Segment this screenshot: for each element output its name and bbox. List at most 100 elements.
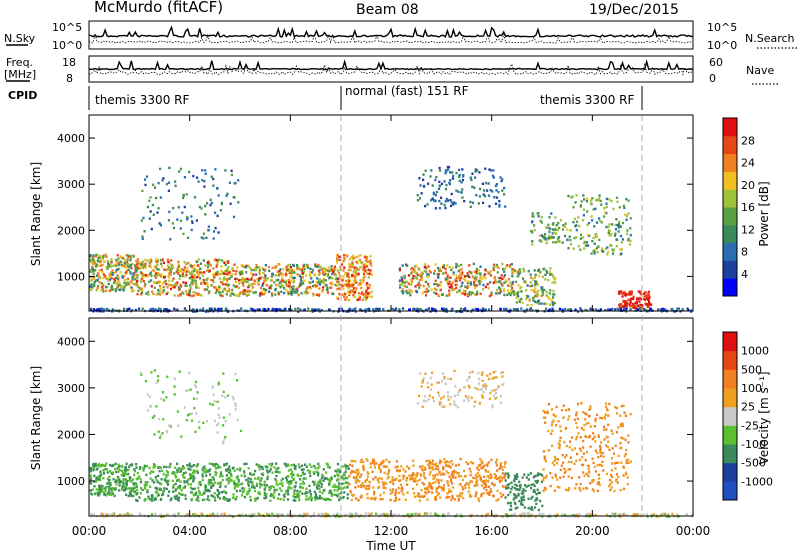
range-cell bbox=[141, 290, 144, 293]
range-cell bbox=[633, 302, 636, 305]
range-cell bbox=[283, 287, 286, 290]
range-cell bbox=[389, 488, 392, 492]
range-cell bbox=[192, 513, 195, 516]
range-cell bbox=[418, 286, 421, 289]
range-cell bbox=[468, 291, 471, 294]
range-cell bbox=[179, 480, 182, 483]
range-cell bbox=[199, 483, 202, 487]
range-cell bbox=[162, 261, 165, 265]
range-cell bbox=[459, 307, 463, 310]
range-cell bbox=[458, 279, 462, 282]
range-cell bbox=[432, 474, 435, 477]
range-cell bbox=[548, 270, 551, 274]
range-cell bbox=[366, 282, 369, 285]
range-cell bbox=[224, 463, 227, 467]
range-cell bbox=[99, 488, 102, 492]
range-cell bbox=[515, 473, 518, 476]
range-cell bbox=[146, 274, 149, 278]
range-cell bbox=[168, 210, 171, 214]
range-cell bbox=[109, 482, 112, 485]
range-cell bbox=[214, 473, 217, 476]
range-cell bbox=[94, 269, 97, 272]
range-cell bbox=[504, 308, 507, 311]
range-cell bbox=[322, 489, 325, 492]
range-cell bbox=[342, 269, 345, 272]
range-cell bbox=[601, 451, 604, 455]
range-cell bbox=[482, 309, 485, 312]
range-cell bbox=[187, 467, 190, 471]
range-cell bbox=[542, 468, 545, 471]
nave-label: Nave bbox=[746, 64, 774, 77]
range-cell bbox=[631, 302, 634, 306]
range-cell bbox=[615, 479, 618, 482]
range-cell bbox=[589, 407, 592, 410]
range-cell bbox=[466, 280, 469, 283]
range-cell bbox=[278, 270, 281, 273]
range-cell bbox=[348, 483, 351, 486]
range-cell bbox=[219, 485, 222, 489]
range-cell bbox=[212, 177, 215, 181]
range-cell bbox=[617, 426, 620, 429]
range-cell bbox=[336, 257, 339, 260]
range-cell bbox=[214, 466, 217, 470]
range-cell bbox=[171, 479, 174, 483]
range-cell bbox=[179, 283, 182, 287]
range-cell bbox=[117, 276, 120, 280]
range-cell bbox=[447, 165, 451, 169]
nave-tick-bottom: 0 bbox=[709, 72, 716, 85]
range-cell bbox=[257, 279, 260, 282]
range-cell bbox=[353, 271, 356, 274]
range-cell bbox=[558, 486, 561, 489]
range-cell bbox=[289, 515, 292, 518]
range-cell bbox=[352, 475, 355, 479]
range-cell bbox=[141, 307, 144, 310]
range-cell bbox=[182, 196, 185, 200]
range-cell bbox=[158, 293, 162, 296]
range-cell bbox=[516, 488, 519, 491]
range-cell bbox=[569, 440, 572, 443]
range-cell bbox=[128, 283, 131, 286]
range-cell bbox=[265, 284, 268, 287]
range-cell bbox=[647, 292, 650, 295]
range-cell bbox=[618, 224, 621, 228]
range-cell bbox=[615, 245, 618, 248]
range-cell bbox=[134, 268, 137, 271]
range-cell bbox=[305, 495, 308, 498]
range-cell bbox=[300, 276, 303, 279]
range-cell bbox=[172, 283, 176, 287]
range-cell bbox=[489, 487, 492, 491]
range-cell bbox=[225, 269, 228, 272]
range-cell bbox=[250, 473, 253, 476]
range-cell bbox=[95, 488, 98, 491]
range-cell bbox=[452, 174, 455, 178]
range-cell bbox=[616, 200, 619, 203]
range-cell bbox=[617, 309, 620, 312]
range-cell bbox=[619, 303, 622, 306]
range-cell bbox=[242, 265, 246, 268]
range-cell bbox=[608, 402, 611, 406]
range-cell bbox=[568, 415, 571, 418]
range-cell bbox=[529, 273, 532, 276]
range-cell bbox=[150, 274, 153, 277]
range-cell bbox=[582, 446, 585, 449]
range-cell bbox=[361, 261, 364, 264]
range-cell bbox=[357, 268, 360, 271]
range-cell bbox=[454, 278, 457, 281]
range-cell bbox=[367, 512, 370, 515]
range-cell bbox=[438, 485, 441, 488]
range-cell bbox=[451, 307, 454, 311]
range-cell bbox=[292, 280, 296, 283]
range-cell bbox=[346, 274, 349, 278]
range-cell bbox=[175, 270, 178, 273]
range-cell bbox=[445, 294, 448, 297]
range-cell bbox=[212, 478, 215, 481]
range-cell bbox=[401, 488, 404, 491]
range-cell bbox=[373, 462, 376, 465]
range-cell bbox=[580, 401, 583, 405]
range-cell bbox=[492, 176, 495, 179]
range-cell bbox=[461, 271, 464, 274]
range-cell bbox=[395, 307, 398, 310]
range-cell bbox=[357, 471, 360, 474]
range-cell bbox=[531, 508, 534, 511]
range-cell bbox=[94, 462, 98, 466]
